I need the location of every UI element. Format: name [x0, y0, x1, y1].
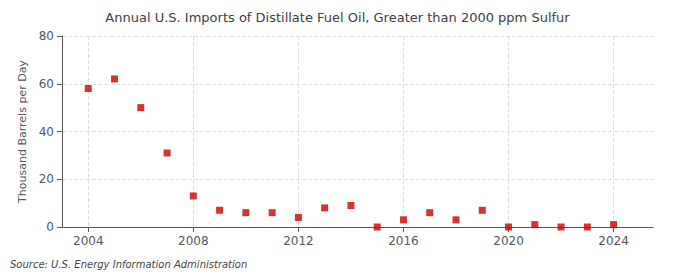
- svg-text:2024: 2024: [598, 234, 629, 248]
- svg-text:0: 0: [46, 220, 54, 234]
- svg-text:20: 20: [39, 172, 54, 186]
- svg-text:Thousand Barrels per Day: Thousand Barrels per Day: [16, 60, 29, 204]
- svg-text:60: 60: [39, 77, 54, 91]
- svg-text:2012: 2012: [283, 234, 314, 248]
- svg-text:2004: 2004: [73, 234, 104, 248]
- svg-text:80: 80: [39, 29, 54, 43]
- svg-text:Annual U.S. Imports of Distill: Annual U.S. Imports of Distillate Fuel O…: [105, 10, 570, 25]
- svg-text:2008: 2008: [178, 234, 209, 248]
- svg-text:2020: 2020: [493, 234, 524, 248]
- svg-text:40: 40: [39, 125, 54, 139]
- svg-text:2016: 2016: [388, 234, 419, 248]
- svg-text:Source: U.S. Energy Informatio: Source: U.S. Energy Information Administ…: [10, 259, 247, 270]
